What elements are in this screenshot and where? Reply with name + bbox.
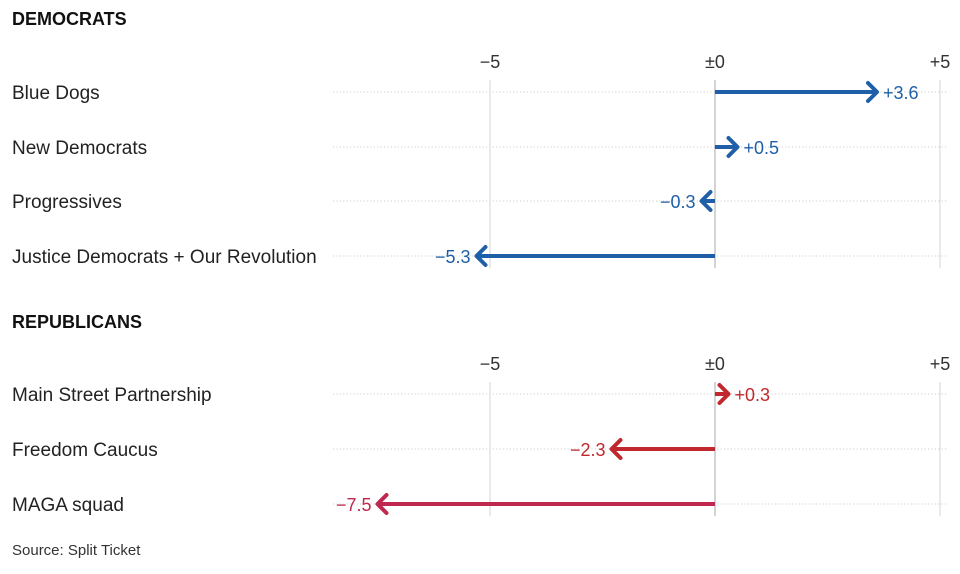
democrats-value-label-0: +3.6 <box>883 83 919 103</box>
source-note: Source: Split Ticket <box>12 542 141 559</box>
democrats-value-label-1: +0.5 <box>744 138 780 158</box>
democrats-tick-label-0: −5 <box>480 52 501 72</box>
republicans-category-label-2: MAGA squad <box>12 495 124 516</box>
republicans-tick-label-2: +5 <box>930 354 951 374</box>
democrats-section-title: DEMOCRATS <box>12 9 127 29</box>
democrats-category-label-1: New Democrats <box>12 138 147 159</box>
democrats-category-label-2: Progressives <box>12 192 122 213</box>
republicans-arrow-head-2 <box>375 493 389 515</box>
democrats-arrow-head-3 <box>474 245 488 267</box>
democrats-tick-label-2: +5 <box>930 52 951 72</box>
republicans-category-label-1: Freedom Caucus <box>12 440 158 461</box>
democrats-arrow-head-0 <box>866 81 879 103</box>
democrats-value-label-2: −0.3 <box>660 192 696 212</box>
republicans-value-label-0: +0.3 <box>735 385 771 405</box>
republicans-value-label-1: −2.3 <box>570 440 606 460</box>
republicans-category-label-0: Main Street Partnership <box>12 385 212 406</box>
democrats-category-label-0: Blue Dogs <box>12 83 100 104</box>
republicans-section-title: REPUBLICANS <box>12 312 142 332</box>
republicans-arrow-head-0 <box>717 383 731 405</box>
republicans-value-label-2: −7.5 <box>336 495 372 515</box>
democrats-arrow-head-1 <box>726 136 740 158</box>
republicans-tick-label-0: −5 <box>480 354 501 374</box>
democrats-category-label-3: Justice Democrats + Our Revolution <box>12 247 317 268</box>
republicans-tick-label-1: ±0 <box>705 354 725 374</box>
democrats-tick-label-1: ±0 <box>705 52 725 72</box>
democrats-value-label-3: −5.3 <box>435 247 471 267</box>
democrats-arrow-head-2 <box>699 190 713 212</box>
republicans-arrow-head-1 <box>609 438 623 460</box>
